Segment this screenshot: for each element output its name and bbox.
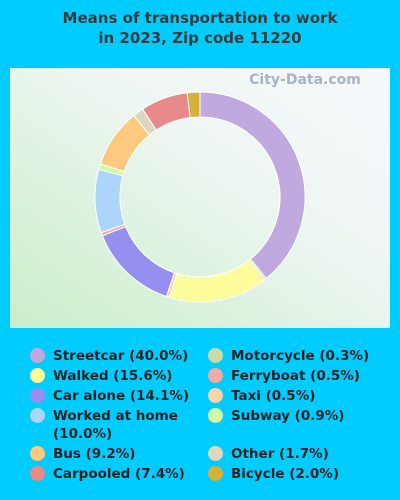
chart-title-text: Means of transportation to work in 2023,… (62, 9, 338, 47)
legend-swatch (208, 348, 223, 363)
legend-label: Worked at home (10.0%) (53, 408, 178, 442)
chart-title: Means of transportation to work in 2023,… (0, 8, 400, 48)
legend-swatch (30, 466, 45, 481)
legend-swatch (30, 446, 45, 461)
legend-swatch (208, 446, 223, 461)
legend-label: Walked (15.6%) (53, 368, 173, 384)
legend-swatch (208, 466, 223, 481)
legend-item: Bus (9.2%) (30, 445, 208, 463)
legend-label: Bicycle (2.0%) (231, 466, 339, 482)
legend-item: Taxi (0.5%) (208, 387, 390, 405)
legend-label: Ferryboat (0.5%) (231, 368, 360, 384)
legend-swatch (208, 388, 223, 403)
legend-item: Streetcar (40.0%) (30, 347, 208, 365)
donut-slice (186, 91, 201, 119)
legend-item: Walked (15.6%) (30, 367, 208, 385)
legend-label: Carpooled (7.4%) (53, 466, 185, 482)
legend-label: Streetcar (40.0%) (53, 348, 189, 364)
legend-label: Other (1.7%) (231, 446, 329, 462)
legend-label: Subway (0.9%) (231, 408, 345, 424)
legend-item: Motorcycle (0.3%) (208, 347, 390, 365)
legend-swatch (30, 348, 45, 363)
legend-item: Other (1.7%) (208, 445, 390, 463)
legend-item: Worked at home (10.0%) (30, 407, 208, 443)
legend-swatch (208, 368, 223, 383)
legend-swatch (30, 368, 45, 383)
legend-item: Subway (0.9%) (208, 407, 390, 443)
legend-swatch (30, 388, 45, 403)
legend-item: Ferryboat (0.5%) (208, 367, 390, 385)
legend-item: Carpooled (7.4%) (30, 465, 208, 483)
legend-label: Taxi (0.5%) (231, 388, 316, 404)
legend: Streetcar (40.0%) Motorcycle (0.3%) Walked… (30, 347, 390, 483)
watermark: City-Data.com (249, 72, 361, 88)
legend-label: Bus (9.2%) (53, 446, 136, 462)
legend-swatch (30, 408, 45, 423)
legend-label: Car alone (14.1%) (53, 388, 190, 404)
legend-item: Bicycle (2.0%) (208, 465, 390, 483)
donut-slice (94, 168, 126, 234)
legend-swatch (208, 408, 223, 423)
legend-item: Car alone (14.1%) (30, 387, 208, 405)
legend-label: Motorcycle (0.3%) (231, 348, 370, 364)
